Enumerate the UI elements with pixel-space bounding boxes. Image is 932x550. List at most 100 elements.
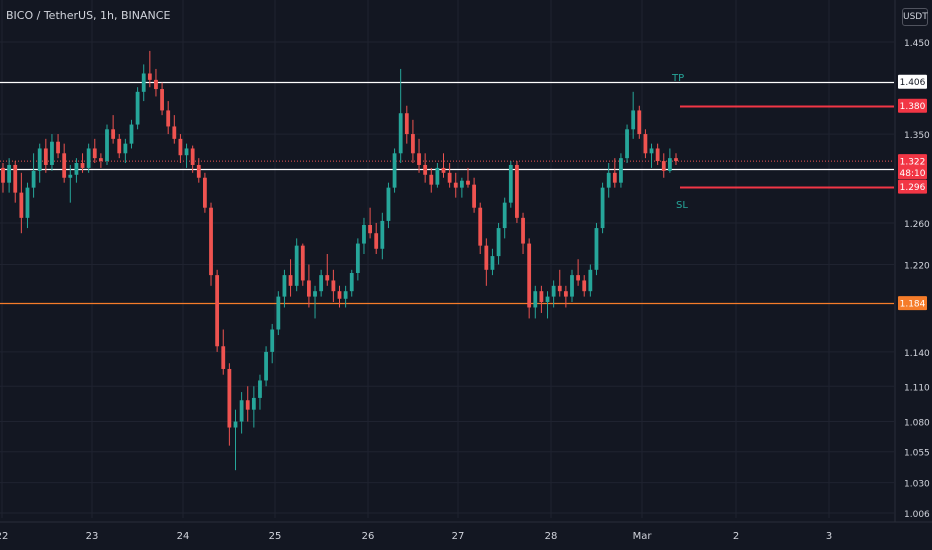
candle (674, 153, 678, 165)
candle (478, 202, 483, 254)
candle (307, 264, 311, 308)
candle-body (135, 91, 140, 125)
candle (435, 163, 440, 188)
candle-body (600, 187, 605, 229)
candle-body (661, 161, 666, 171)
candle (160, 82, 164, 116)
candle (319, 269, 324, 297)
candle (147, 50, 152, 88)
candle-body (655, 148, 660, 162)
tp-level-label-text: 1.406 (900, 78, 926, 88)
candle-body (282, 275, 287, 297)
candle (282, 269, 287, 308)
candle-body (129, 124, 134, 144)
candle-body (172, 126, 177, 139)
candle (527, 238, 532, 319)
candle-body (37, 148, 42, 171)
candle-body (331, 280, 336, 292)
candle (355, 238, 360, 281)
candle-body (166, 110, 171, 127)
target-level-label-box (898, 98, 927, 113)
candle-body (227, 368, 232, 428)
candle (539, 285, 544, 313)
tp-annotation: TP (671, 73, 684, 84)
candle-body (557, 285, 562, 292)
candle (215, 269, 220, 352)
candle-body (417, 153, 421, 165)
candle (196, 158, 201, 183)
candle-body (62, 153, 67, 178)
price-tick-label: 1.140 (904, 349, 930, 359)
candle-body (563, 291, 568, 297)
candle (203, 172, 207, 213)
sl-annotation: SL (676, 200, 688, 211)
candle (398, 68, 403, 164)
candle-body (209, 207, 213, 276)
candle-body (86, 148, 91, 168)
candle (576, 259, 581, 286)
candle (178, 134, 183, 164)
candle-body (570, 275, 574, 297)
candle (172, 115, 177, 144)
candle (19, 172, 24, 234)
candle-body (313, 291, 317, 297)
candle (453, 172, 458, 198)
candle-body (203, 177, 207, 208)
candle (239, 392, 244, 434)
candle (264, 346, 268, 387)
candle-body (233, 421, 238, 428)
candle (582, 275, 587, 297)
candle-body (625, 129, 629, 159)
candle-body (551, 285, 556, 297)
candle-body (502, 202, 507, 229)
support-level-label-box (898, 296, 927, 311)
candle (184, 143, 189, 168)
candle-body (74, 163, 79, 175)
candle (655, 143, 660, 165)
candle-body (576, 275, 581, 281)
price-tick-label: 1.110 (904, 383, 930, 393)
candle (557, 269, 562, 297)
candle (233, 409, 238, 471)
candle (92, 138, 97, 164)
candle (515, 161, 519, 223)
candle (1, 163, 5, 193)
candle (661, 153, 666, 178)
candle (649, 143, 654, 168)
candle (417, 138, 421, 173)
candle-body (368, 224, 372, 234)
candle-body (404, 113, 409, 135)
candle-body (649, 148, 654, 154)
candle (325, 253, 330, 286)
candle-body (300, 245, 305, 281)
candle (423, 153, 428, 183)
candle-body (521, 217, 525, 244)
candle-body (594, 228, 599, 270)
candle (484, 238, 489, 286)
candle (563, 285, 568, 308)
candle-body (251, 397, 256, 410)
candle (98, 153, 103, 168)
candle (502, 197, 507, 239)
annotations: TP SL (671, 73, 688, 211)
candle (62, 143, 67, 183)
candle (392, 148, 397, 193)
candle-body (643, 134, 648, 154)
candle-body (508, 164, 513, 203)
candle (667, 148, 672, 173)
currency-badge[interactable]: USDT (902, 8, 928, 26)
tp-level-label-box (898, 74, 927, 89)
candle (490, 248, 495, 276)
candle-body (588, 269, 593, 292)
price-tick-label: 1.055 (904, 449, 930, 459)
candle-body (515, 164, 519, 218)
candle (154, 68, 158, 97)
candle-body (398, 113, 403, 154)
candle (374, 222, 379, 254)
candle (521, 212, 525, 254)
last-price-box (898, 154, 927, 180)
candle-body (178, 138, 183, 156)
